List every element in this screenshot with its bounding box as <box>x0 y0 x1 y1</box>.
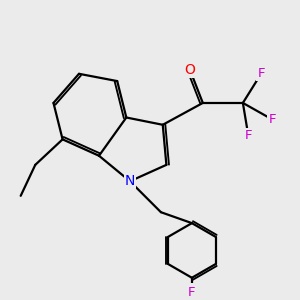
Text: F: F <box>244 129 252 142</box>
Text: F: F <box>188 286 196 299</box>
Text: F: F <box>257 67 265 80</box>
Text: N: N <box>125 174 135 188</box>
Text: F: F <box>268 113 276 126</box>
Text: O: O <box>184 63 196 77</box>
